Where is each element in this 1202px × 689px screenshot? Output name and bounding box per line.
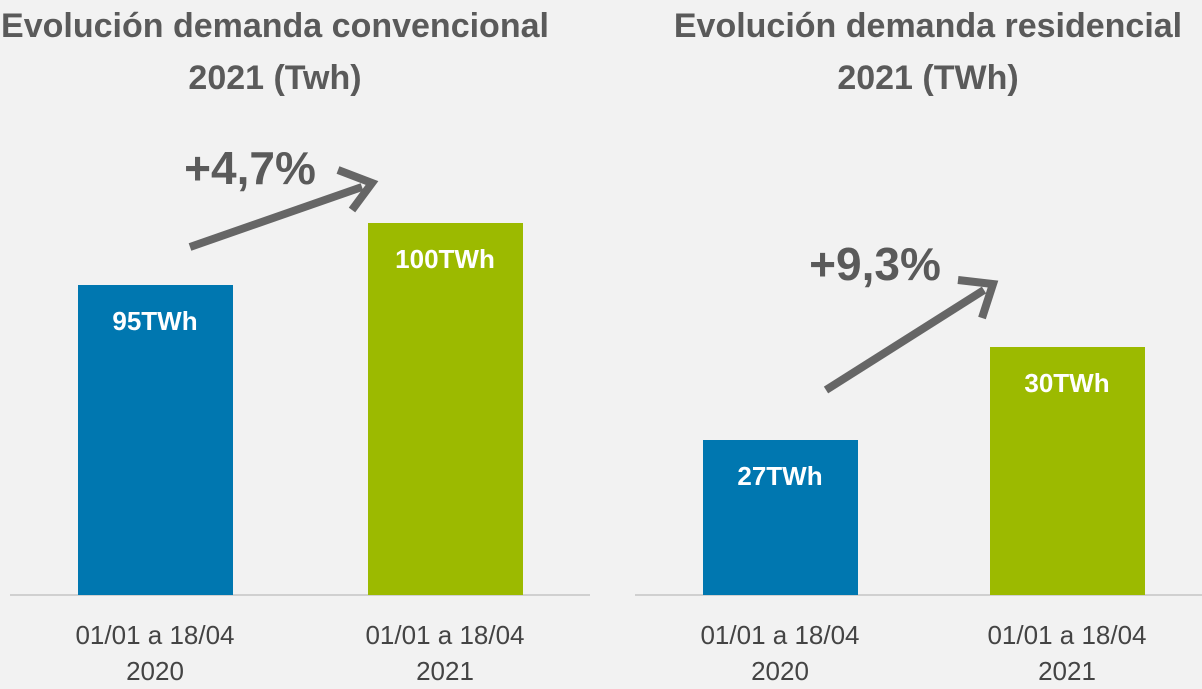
x-tick-label: 01/01 a 18/04 <box>75 620 234 650</box>
chart-title: Evolución demanda residencial <box>674 7 1182 45</box>
arrow-head <box>336 166 379 213</box>
arrow-head <box>957 276 999 320</box>
arrows <box>188 166 999 394</box>
value-label: 95TWh <box>112 306 197 336</box>
value-label: 27TWh <box>737 461 822 491</box>
arrow-line <box>823 286 987 394</box>
arrow-line <box>188 183 364 251</box>
x-tick-label: 01/01 a 18/04 <box>365 620 524 650</box>
x-tick-label: 2020 <box>126 656 184 686</box>
x-tick-label: 2021 <box>416 656 474 686</box>
chart-title: 2021 (Twh) <box>188 59 361 97</box>
bar <box>368 223 523 595</box>
x-tick-label: 2021 <box>1038 656 1096 686</box>
value-label: 30TWh <box>1024 368 1109 398</box>
annotation: +9,3% <box>809 238 941 290</box>
x-tick-label: 01/01 a 18/04 <box>987 620 1146 650</box>
chart-title: Evolución demanda convencional <box>1 7 549 45</box>
x-tick-label: 01/01 a 18/04 <box>700 620 859 650</box>
x-tick-label: 2020 <box>751 656 809 686</box>
bar <box>703 440 858 595</box>
bar <box>990 347 1145 595</box>
chart-title: 2021 (TWh) <box>837 59 1018 97</box>
annotation: +4,7% <box>184 142 316 194</box>
bar <box>78 285 233 595</box>
value-label: 100TWh <box>395 244 495 274</box>
